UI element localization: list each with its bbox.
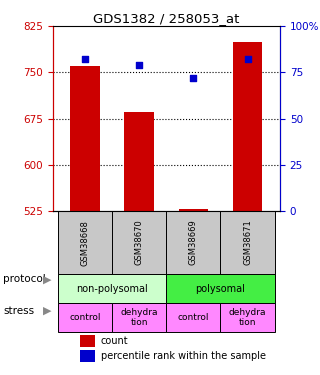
- Bar: [58, 303, 112, 332]
- Text: ▶: ▶: [43, 274, 52, 284]
- Text: polysomal: polysomal: [196, 284, 245, 294]
- Bar: [58, 274, 166, 303]
- Text: protocol: protocol: [3, 274, 46, 284]
- Text: GSM38670: GSM38670: [135, 220, 144, 266]
- Text: control: control: [178, 313, 209, 322]
- Bar: [80, 335, 95, 347]
- Text: GSM38669: GSM38669: [189, 220, 198, 266]
- Bar: [58, 211, 112, 274]
- Text: dehydra
tion: dehydra tion: [229, 308, 266, 327]
- Bar: [233, 42, 262, 211]
- Title: GDS1382 / 258053_at: GDS1382 / 258053_at: [93, 12, 240, 25]
- Bar: [166, 211, 220, 274]
- Bar: [220, 303, 275, 332]
- Bar: [124, 112, 154, 211]
- Bar: [70, 66, 100, 211]
- Text: GSM38668: GSM38668: [81, 220, 90, 266]
- Point: [83, 57, 88, 63]
- Text: dehydra
tion: dehydra tion: [121, 308, 158, 327]
- Text: count: count: [100, 336, 128, 346]
- Text: stress: stress: [3, 306, 34, 315]
- Bar: [166, 303, 220, 332]
- Point: [137, 62, 142, 68]
- Text: percentile rank within the sample: percentile rank within the sample: [100, 351, 266, 361]
- Bar: [112, 211, 166, 274]
- Text: non-polysomal: non-polysomal: [76, 284, 148, 294]
- Bar: [179, 209, 208, 211]
- Text: control: control: [69, 313, 101, 322]
- Point: [191, 75, 196, 81]
- Bar: [166, 274, 275, 303]
- Bar: [112, 303, 166, 332]
- Bar: [220, 211, 275, 274]
- Text: ▶: ▶: [43, 306, 52, 315]
- Point: [245, 57, 250, 63]
- Text: GSM38671: GSM38671: [243, 220, 252, 266]
- Bar: [80, 350, 95, 363]
